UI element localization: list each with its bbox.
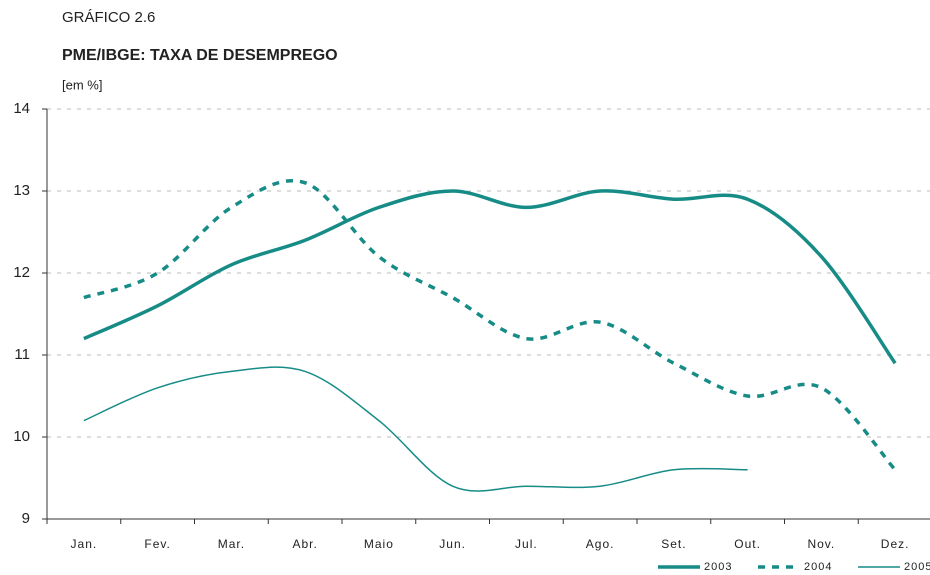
x-tick-label: Nov. bbox=[807, 537, 835, 551]
x-tick-label: Jul. bbox=[515, 537, 538, 551]
x-tick-label: Ago. bbox=[586, 537, 615, 551]
x-tick-label: Maio bbox=[364, 537, 394, 551]
x-tick-label: Set. bbox=[661, 537, 686, 551]
x-tick-label: Out. bbox=[734, 537, 761, 551]
series-line bbox=[83, 179, 897, 471]
legend-label: 2003 bbox=[704, 561, 732, 573]
legend-label: 2005 bbox=[904, 561, 930, 573]
x-tick-label: Fev. bbox=[144, 537, 170, 551]
y-tick-label: 14 bbox=[13, 100, 30, 117]
legend-label: 2004 bbox=[804, 561, 832, 573]
chart-kicker: GRÁFICO 2.6 bbox=[62, 9, 155, 26]
x-tick-label: Jan. bbox=[71, 537, 98, 551]
x-tick-label: Mar. bbox=[218, 537, 245, 551]
series-line bbox=[83, 366, 748, 492]
y-tick-label: 13 bbox=[13, 182, 30, 199]
y-tick-label: 9 bbox=[22, 510, 30, 527]
series-line bbox=[83, 189, 897, 365]
y-tick-label: 12 bbox=[13, 264, 30, 281]
x-tick-label: Abr. bbox=[292, 537, 317, 551]
y-tick-label: 10 bbox=[13, 428, 30, 445]
x-tick-label: Dez. bbox=[881, 537, 910, 551]
y-tick-label: 11 bbox=[14, 346, 30, 363]
y-axis-label: [em %] bbox=[62, 77, 102, 92]
chart-title: PME/IBGE: TAXA DE DESEMPREGO bbox=[62, 47, 338, 64]
x-tick-label: Jun. bbox=[439, 537, 466, 551]
